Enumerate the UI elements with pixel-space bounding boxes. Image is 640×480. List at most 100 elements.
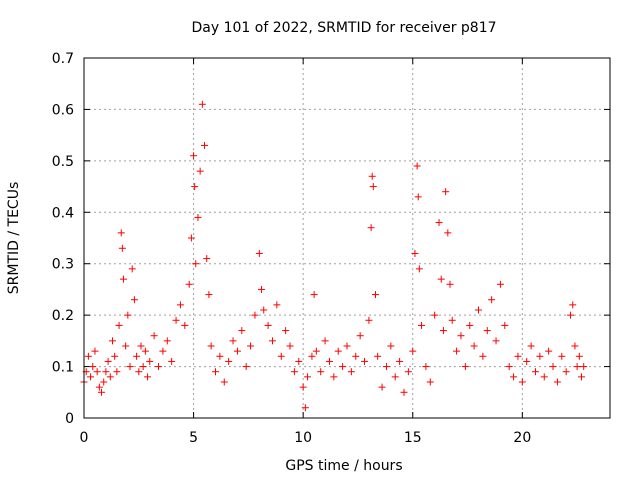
data-point: [505, 363, 513, 371]
data-point: [569, 301, 577, 309]
data-point: [135, 368, 143, 376]
data-point: [396, 357, 404, 365]
data-point: [201, 141, 209, 149]
data-point: [128, 265, 136, 273]
data-point: [159, 347, 167, 355]
data-point: [144, 373, 152, 381]
data-point: [192, 260, 200, 268]
data-point: [194, 213, 202, 221]
data-point: [119, 275, 127, 283]
data-point: [431, 311, 439, 319]
data-point: [133, 352, 141, 360]
data-point: [514, 352, 522, 360]
data-point: [545, 347, 553, 355]
data-point: [400, 388, 408, 396]
axis-ticks: 0 0.1 0.2 0.3 0.4 0.5 0.6 0.7 0 5 10 15 20: [52, 51, 610, 446]
data-point: [100, 378, 108, 386]
data-point: [573, 363, 581, 371]
data-point: [242, 363, 250, 371]
data-point: [448, 316, 456, 324]
data-point: [558, 352, 566, 360]
data-point: [247, 342, 255, 350]
x-tick-label: 10: [294, 430, 312, 446]
data-point: [435, 219, 443, 227]
data-point: [562, 368, 570, 376]
data-point: [374, 352, 382, 360]
data-point: [510, 373, 518, 381]
data-point: [225, 357, 233, 365]
data-point: [387, 342, 395, 350]
data-point: [531, 368, 539, 376]
chart-title: Day 101 of 2022, SRMTID for receiver p81…: [191, 20, 496, 36]
data-point: [536, 352, 544, 360]
data-point: [442, 188, 450, 196]
data-point: [93, 368, 101, 376]
x-tick-label: 20: [513, 430, 531, 446]
data-point: [87, 373, 95, 381]
data-point: [369, 183, 377, 191]
data-point: [382, 363, 390, 371]
data-point: [479, 352, 487, 360]
data-point: [95, 383, 103, 391]
data-point: [251, 311, 259, 319]
data-point: [414, 193, 422, 201]
data-point: [492, 337, 500, 345]
data-point: [191, 183, 199, 191]
data-point: [347, 368, 355, 376]
data-point: [523, 357, 531, 365]
data-point: [258, 285, 266, 293]
data-point: [203, 255, 211, 263]
data-point: [102, 368, 110, 376]
data-point: [578, 373, 586, 381]
data-point: [185, 280, 193, 288]
data-point: [426, 378, 434, 386]
data-point: [181, 321, 189, 329]
data-point: [321, 337, 329, 345]
data-point: [150, 332, 158, 340]
y-tick-label: 0.6: [52, 102, 74, 118]
data-point: [361, 357, 369, 365]
data-point: [268, 337, 276, 345]
data-point: [378, 383, 386, 391]
data-point: [190, 152, 198, 160]
data-point: [466, 321, 474, 329]
chart-grid: [84, 58, 610, 418]
data-point: [411, 249, 419, 257]
data-point: [205, 291, 213, 299]
data-point: [391, 373, 399, 381]
data-point: [84, 352, 92, 360]
data-point: [295, 357, 303, 365]
data-point: [483, 327, 491, 335]
data-point: [501, 321, 509, 329]
data-point: [216, 352, 224, 360]
data-point: [317, 368, 325, 376]
data-point: [117, 229, 125, 237]
data-point: [255, 249, 263, 257]
data-point: [137, 342, 145, 350]
data-point: [89, 363, 97, 371]
data-point: [238, 327, 246, 335]
data-point: [413, 162, 421, 170]
y-tick-label: 0.3: [52, 257, 74, 273]
y-tick-label: 0.5: [52, 154, 74, 170]
data-point: [106, 373, 114, 381]
data-point: [352, 352, 360, 360]
data-point: [115, 321, 123, 329]
data-point: [496, 280, 504, 288]
data-point: [290, 368, 298, 376]
data-point: [168, 357, 176, 365]
data-point: [518, 378, 526, 386]
data-point: [310, 291, 318, 299]
data-point: [334, 347, 342, 355]
data-point: [439, 327, 447, 335]
data-point: [155, 363, 163, 371]
data-point: [422, 363, 430, 371]
data-point: [146, 357, 154, 365]
data-point: [444, 229, 452, 237]
data-point: [130, 296, 138, 304]
data-point: [282, 327, 290, 335]
data-points: [80, 100, 588, 412]
x-tick-label: 5: [189, 430, 198, 446]
data-point: [196, 167, 204, 175]
data-point: [98, 388, 106, 396]
